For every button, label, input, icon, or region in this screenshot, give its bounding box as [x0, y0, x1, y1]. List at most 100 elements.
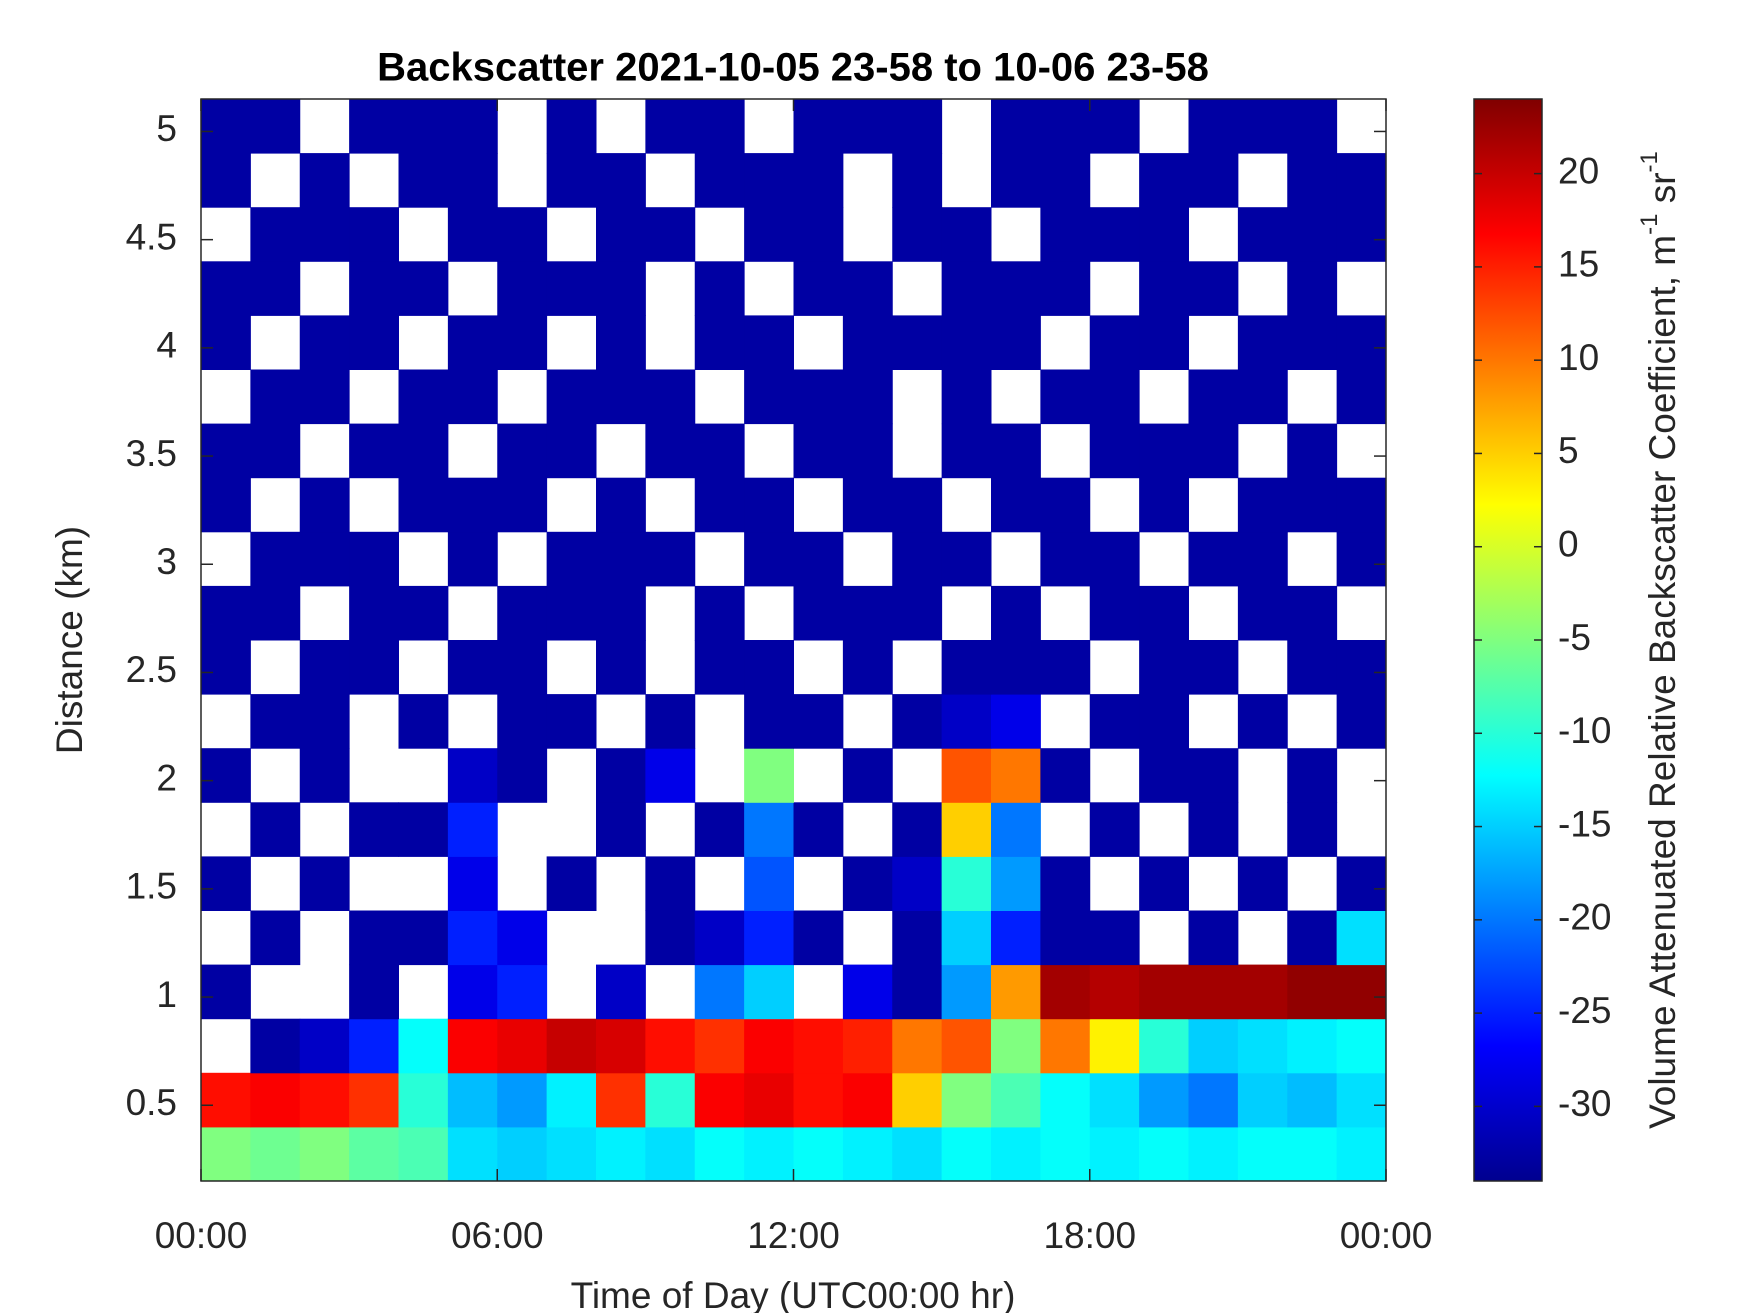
cell	[201, 1072, 251, 1128]
cell	[201, 315, 251, 370]
cell	[1336, 153, 1387, 208]
cell	[744, 1072, 794, 1128]
cell	[991, 477, 1041, 533]
cell	[201, 1126, 251, 1182]
cell	[546, 694, 597, 749]
cell	[398, 477, 449, 533]
cell	[991, 423, 1041, 479]
cell	[1336, 369, 1387, 425]
cell	[201, 423, 251, 479]
cell	[349, 99, 399, 154]
cell	[842, 640, 893, 695]
cell	[842, 315, 893, 370]
cell	[1237, 531, 1288, 587]
cell	[793, 153, 844, 208]
cell	[349, 1072, 399, 1128]
cell	[793, 99, 844, 154]
cell	[596, 477, 646, 533]
cell	[842, 585, 893, 641]
x-tick-label: 12:00	[747, 1215, 840, 1256]
cell	[201, 261, 251, 316]
cell	[892, 694, 943, 749]
cell	[1287, 748, 1338, 803]
cell	[250, 99, 301, 154]
cell	[1336, 856, 1387, 911]
cell	[1336, 1126, 1387, 1182]
cell	[694, 315, 745, 370]
cell	[1188, 640, 1239, 695]
cell	[349, 585, 399, 641]
cell	[694, 640, 745, 695]
colorbar-tick-label: 0	[1558, 524, 1579, 565]
cell	[349, 640, 399, 695]
cell	[299, 369, 350, 425]
cell	[497, 640, 548, 695]
cell	[842, 1126, 893, 1182]
cell	[1040, 856, 1091, 911]
cell	[694, 802, 745, 857]
colorbar-tick-label: 10	[1558, 337, 1599, 378]
cell	[596, 585, 646, 641]
cell	[1287, 477, 1338, 533]
cell	[1188, 531, 1239, 587]
cell	[546, 153, 597, 208]
cell	[1139, 748, 1189, 803]
cell	[398, 1126, 449, 1182]
cell	[1237, 694, 1288, 749]
x-tick-label: 00:00	[155, 1215, 248, 1256]
cell	[991, 910, 1041, 966]
cell	[349, 1126, 399, 1182]
cell	[694, 1018, 745, 1074]
cell	[645, 531, 696, 587]
cell	[1287, 1072, 1338, 1128]
cell	[1287, 585, 1338, 641]
cell	[991, 802, 1041, 857]
cell	[1336, 477, 1387, 533]
cell	[892, 802, 943, 857]
cell	[447, 99, 498, 154]
cell	[1139, 585, 1189, 641]
cell	[1336, 694, 1387, 749]
cell	[497, 261, 548, 316]
cell	[497, 694, 548, 749]
chart-title: Backscatter 2021-10-05 23-58 to 10-06 23…	[377, 46, 1209, 90]
cell	[546, 1018, 597, 1074]
cell	[941, 1072, 992, 1128]
cell	[793, 369, 844, 425]
cell	[1139, 1072, 1189, 1128]
cell	[596, 1126, 646, 1182]
cell	[1089, 1126, 1140, 1182]
cell	[349, 964, 399, 1020]
cell	[842, 748, 893, 803]
cell	[546, 99, 597, 154]
cell	[793, 694, 844, 749]
cell	[546, 423, 597, 479]
cell	[941, 910, 992, 966]
cell	[1287, 261, 1338, 316]
cell	[941, 1018, 992, 1074]
colorbar-label: Volume Attenuated Relative Backscatter C…	[1636, 151, 1682, 1129]
cell	[744, 856, 794, 911]
cell	[744, 207, 794, 262]
cell	[892, 910, 943, 966]
cell	[991, 315, 1041, 370]
cell	[250, 910, 301, 966]
cell	[201, 856, 251, 911]
y-tick-label: 3	[156, 541, 177, 582]
colorbar-tick-label: -5	[1558, 617, 1591, 658]
colorbar-tick-label: -30	[1558, 1083, 1611, 1124]
y-tick-label: 5	[156, 108, 177, 149]
cell	[892, 315, 943, 370]
cell	[991, 694, 1041, 749]
cell	[250, 694, 301, 749]
cell	[1139, 315, 1189, 370]
cell	[447, 1018, 498, 1074]
cell	[1139, 261, 1189, 316]
cell	[398, 369, 449, 425]
cell	[991, 585, 1041, 641]
cell	[694, 261, 745, 316]
cell	[349, 531, 399, 587]
cell	[1188, 261, 1239, 316]
cell	[250, 585, 301, 641]
cell	[398, 802, 449, 857]
